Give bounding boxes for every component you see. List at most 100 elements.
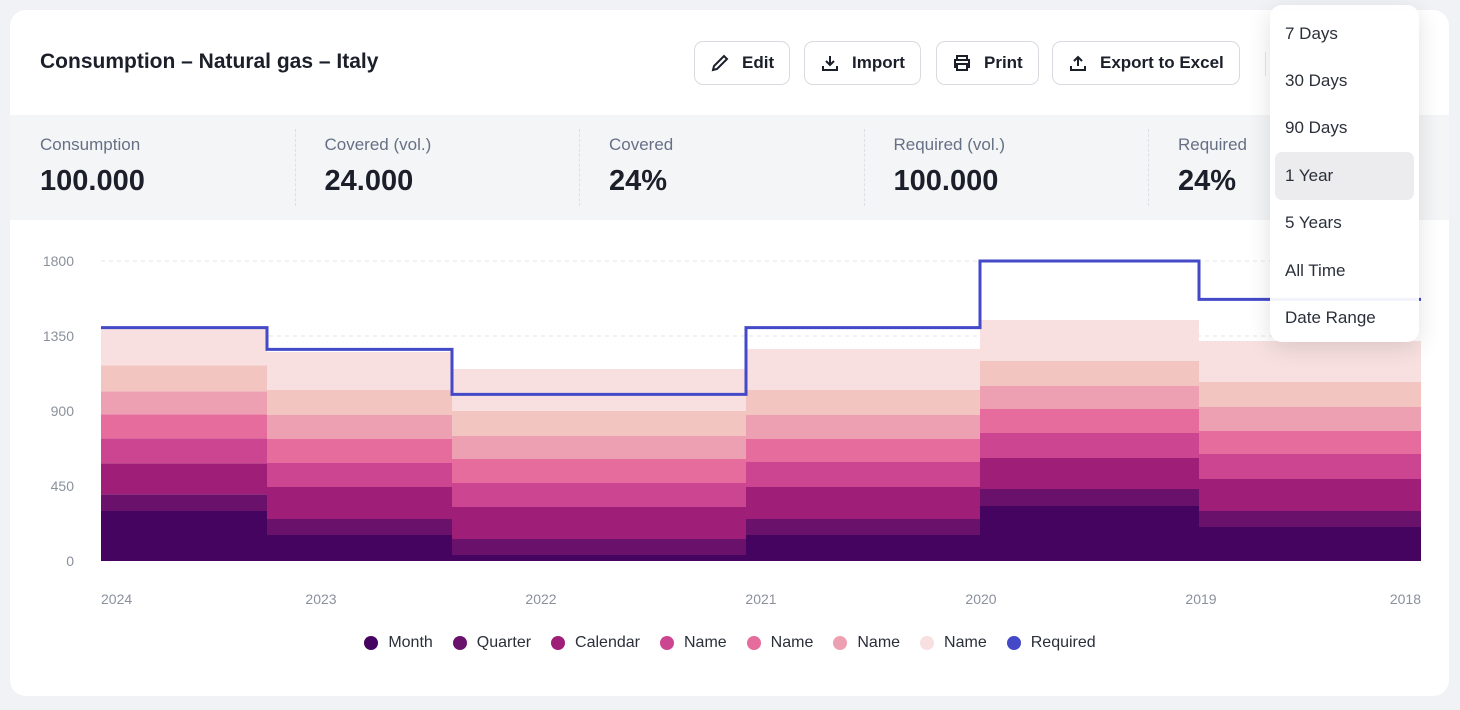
stat-covered-vol: Covered (vol.) 24.000 [294,115,580,220]
stack-segment-1-2 [452,539,746,555]
stat-value: 24% [609,165,668,197]
y-tick-label: 1350 [43,328,74,344]
stack-segment-4-4 [980,409,1199,433]
stack-segment-6-0 [101,365,267,392]
stack-segment-4-1 [267,439,452,463]
dropdown-option[interactable]: 7 Days [1285,23,1338,43]
edit-label: Edit [742,53,775,72]
stack-segment-3-3 [746,462,980,487]
stat-value: 24% [1178,165,1237,197]
dropdown-option[interactable]: 1 Year [1275,152,1414,200]
stack-segment-0-1 [267,535,452,561]
stack-segment-1-3 [746,519,980,535]
stack-segment-6-2 [452,411,746,436]
stack-segment-5-5 [1199,407,1421,431]
legend-item[interactable]: Name [833,634,900,652]
stack-segment-2-0 [101,463,267,495]
stack-segment-6-5 [1199,382,1421,407]
print-button[interactable]: Print [936,41,1039,85]
legend-item[interactable]: Required [1006,634,1096,652]
legend-item[interactable]: Calendar [551,634,640,652]
stat-label: Consumption [40,135,141,154]
legend-item[interactable]: Quarter [452,634,531,652]
stack-segment-3-4 [980,433,1199,458]
dropdown-option[interactable]: Date Range [1285,308,1376,328]
import-button[interactable]: Import [804,41,921,85]
legend-dot [746,636,761,650]
stack-segment-4-0 [101,414,267,439]
stack-segment-7-5 [1199,341,1421,382]
legend-dot [452,636,467,650]
legend-label: Name [944,634,987,651]
stack-segment-0-0 [101,511,267,561]
printer-icon [954,55,970,71]
x-tick-label: 2022 [525,591,556,607]
y-tick-label: 1800 [43,253,74,269]
legend-dot [833,636,848,650]
dropdown-option[interactable]: 90 Days [1285,118,1348,138]
stack-segment-7-4 [980,320,1199,361]
legend-dot [551,636,566,650]
legend-label: Required [1030,634,1096,651]
stack-segment-1-0 [101,494,267,511]
stack-segment-4-2 [452,459,746,483]
stacked-step-chart: 0 450 900 1350 1800 2024 2023 2022 2021 2020 2019 2… [43,253,1421,607]
print-label: Print [984,53,1023,72]
stack-segment-2-3 [746,487,980,519]
x-tick-label: 2019 [1185,591,1216,607]
stack-segment-0-4 [980,506,1199,561]
stack-segment-6-4 [980,361,1199,386]
stack-segment-4-5 [1199,431,1421,454]
stack-segment-7-0 [101,328,267,366]
stack-segment-1-1 [267,519,452,535]
legend-item[interactable]: Month [364,634,433,652]
stat-covered: Covered 24% [579,115,864,220]
dropdown-option[interactable]: All Time [1285,260,1346,280]
x-tick-label: 2024 [101,591,132,607]
stat-required: Required 24% [1148,115,1433,220]
stack-segment-2-5 [1199,479,1421,511]
stack-segment-7-2 [452,369,746,411]
y-tick-label: 450 [51,478,75,494]
stack-segment-7-1 [267,352,452,390]
y-tick-label: 0 [66,553,74,569]
stack-segment-3-5 [1199,454,1421,479]
dropdown-option[interactable]: 5 Years [1285,213,1342,233]
stack-segment-7-3 [746,349,980,390]
stats-bar: Consumption 100.000 Covered (vol.) 24.000 … [10,115,1449,220]
stack-segment-0-2 [452,555,746,561]
legend-item[interactable]: Name [920,634,987,652]
legend-label: Name [683,634,727,651]
legend-dot [1006,636,1021,650]
export-excel-button[interactable]: Export to Excel [1052,41,1240,85]
stat-label: Covered (vol.) [324,135,432,154]
stack-segment-5-2 [452,436,746,459]
chart-legend: Month Quarter Calendar Name Name Name Name Requ… [0,634,1460,652]
stat-value: 100.000 [40,165,145,197]
stack-segment-3-0 [101,438,267,464]
x-tick-label: 2021 [745,591,776,607]
stack-segment-1-4 [980,489,1199,506]
stack-segment-3-1 [267,463,452,487]
stat-value: 100.000 [893,165,999,197]
stack-segment-5-1 [267,415,452,439]
legend-item[interactable]: Name [659,634,727,652]
upload-icon [1070,55,1086,71]
date-range-dropdown[interactable]: 7 Days 30 Days 90 Days 1 Year 5 Years All Tim… [1270,5,1419,342]
dropdown-option[interactable]: 30 Days [1285,71,1348,91]
stat-label: Required (vol.) [893,135,1006,154]
required-line [101,259,1421,396]
stack-segment-4-3 [746,439,980,462]
legend-label: Calendar [575,634,640,651]
stack-segment-5-0 [101,391,267,415]
x-tick-label: 2023 [305,591,336,607]
y-tick-label: 900 [51,403,75,419]
legend-dot [920,636,935,650]
legend-label: Month [388,634,433,651]
stack-segment-2-4 [980,458,1199,489]
legend-dot [659,636,674,650]
pencil-icon [711,54,729,72]
stack-segment-2-1 [267,487,452,519]
edit-button[interactable]: Edit [694,41,791,85]
legend-item[interactable]: Name [746,634,813,652]
